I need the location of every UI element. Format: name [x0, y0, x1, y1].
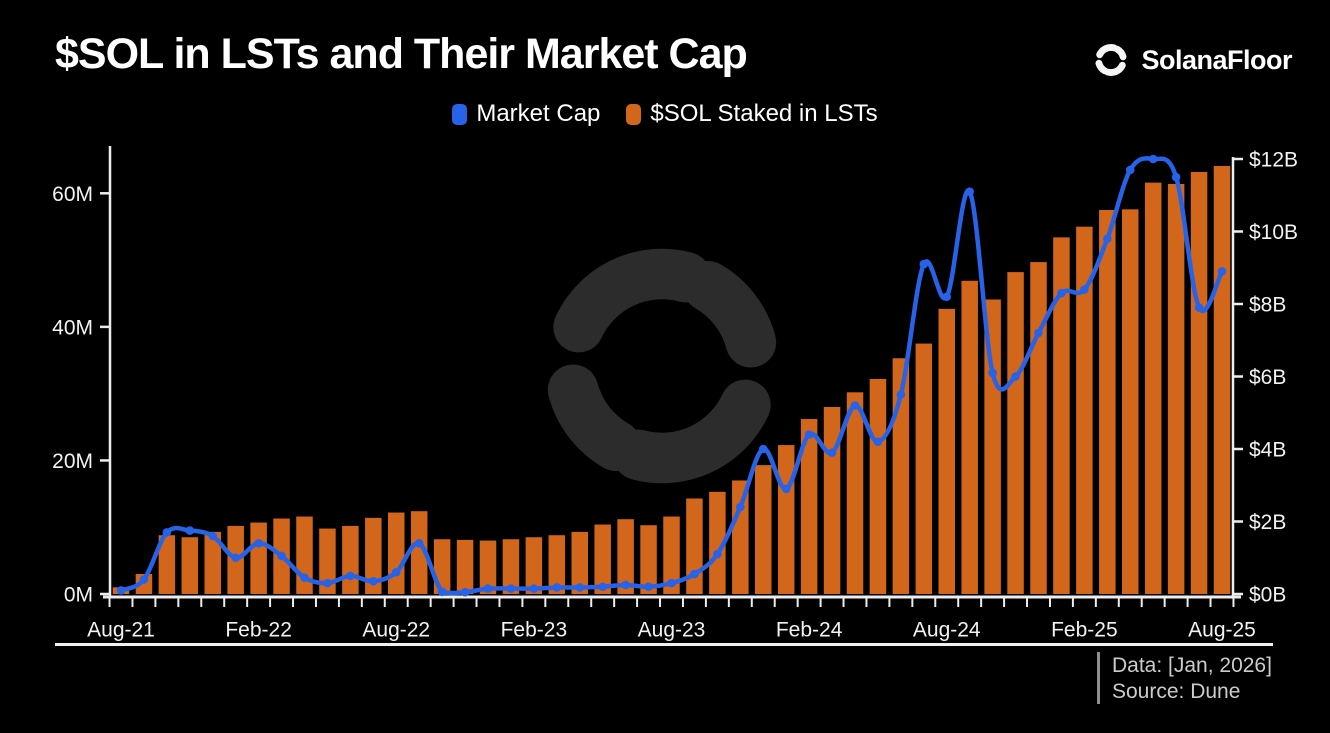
- x-axis: Aug-21 Feb-22 Aug-22 Feb-23 Aug-23 Feb-24 Aug-…: [87, 598, 1256, 641]
- legend-item-sol-staked[interactable]: $SOL Staked in LSTs: [626, 100, 878, 128]
- svg-text:Aug-24: Aug-24: [913, 618, 981, 641]
- line-series: [116, 154, 1227, 597]
- chart-legend: Market Cap $SOL Staked in LSTs: [0, 100, 1330, 128]
- legend-label-market-cap: Market Cap: [476, 100, 601, 127]
- page-title: $SOL in LSTs and Their Market Cap: [55, 30, 748, 78]
- source-note: Source: Dune: [1112, 680, 1241, 703]
- svg-text:Feb-25: Feb-25: [1051, 618, 1118, 641]
- svg-text:20M: 20M: [52, 450, 93, 473]
- brand-name: SolanaFloor: [1141, 44, 1292, 75]
- market-cap-swatch-icon: [452, 103, 468, 125]
- svg-text:Feb-23: Feb-23: [501, 618, 568, 641]
- legend-item-market-cap[interactable]: Market Cap: [452, 100, 600, 128]
- svg-text:$0B: $0B: [1249, 584, 1286, 607]
- svg-text:0M: 0M: [64, 584, 93, 607]
- svg-text:$8B: $8B: [1249, 294, 1286, 317]
- svg-text:Aug-21: Aug-21: [87, 618, 155, 641]
- footer-divider: [55, 643, 1273, 646]
- sol-staked-swatch-icon: [626, 103, 642, 125]
- svg-text:$10B: $10B: [1249, 221, 1298, 244]
- data-note: Data: [Jan, 2026]: [1112, 654, 1272, 677]
- svg-text:40M: 40M: [52, 316, 93, 339]
- svg-text:$12B: $12B: [1249, 149, 1298, 172]
- svg-text:Aug-23: Aug-23: [638, 618, 706, 641]
- svg-text:60M: 60M: [52, 183, 93, 206]
- svg-text:Aug-25: Aug-25: [1188, 618, 1256, 641]
- bar-series: [112, 165, 1231, 595]
- watermark-swirl-icon: [547, 248, 777, 484]
- footer-note-divider: [1097, 652, 1100, 704]
- svg-text:$4B: $4B: [1249, 439, 1286, 462]
- svg-text:$2B: $2B: [1249, 511, 1286, 534]
- solanafloor-swirl-icon: [1095, 44, 1127, 76]
- legend-label-sol-staked: $SOL Staked in LSTs: [650, 100, 878, 127]
- footer-note: Data: [Jan, 2026] Source: Dune: [1097, 652, 1272, 706]
- svg-text:Feb-22: Feb-22: [225, 618, 292, 641]
- svg-text:$6B: $6B: [1249, 366, 1286, 389]
- y-axis-right: $0B $2B $4B $6B $8B $10B $12B: [1233, 149, 1298, 607]
- svg-text:Feb-24: Feb-24: [776, 618, 843, 641]
- svg-text:Aug-22: Aug-22: [362, 618, 430, 641]
- y-axis-left: 0M 20M 40M 60M: [52, 183, 110, 607]
- brand-logo: SolanaFloor: [1091, 40, 1292, 80]
